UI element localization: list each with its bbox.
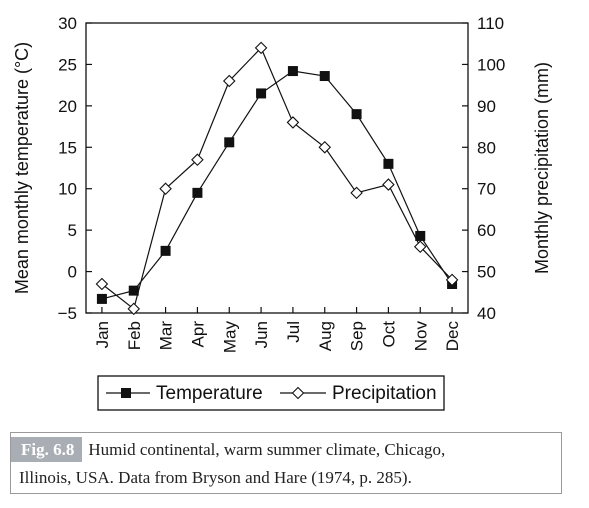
x-tick-label-feb: Feb bbox=[125, 321, 144, 350]
x-tick-label-dec: Dec bbox=[443, 321, 462, 352]
x-tick-label-jan: Jan bbox=[93, 321, 112, 348]
x-tick-label-may: May bbox=[220, 321, 239, 354]
left-tick-label: 10 bbox=[58, 180, 77, 199]
legend-marker-temperature bbox=[121, 388, 131, 398]
left-axis-ticks: −5 0 5 10 15 20 25 30 bbox=[58, 14, 92, 323]
series-line-precipitation bbox=[101, 46, 453, 310]
precipitation-point-dec bbox=[445, 273, 459, 287]
precipitation-point-mar bbox=[159, 182, 172, 195]
legend-marker-precipitation bbox=[291, 386, 305, 400]
right-tick-label: 70 bbox=[477, 180, 496, 199]
legend-label-temperature: Temperature bbox=[156, 383, 263, 404]
climate-chart: −5 0 5 10 15 20 25 30 40 50 60 70 80 90 100 110 Jan Feb… bbox=[12, 14, 552, 411]
temperature-point-jul bbox=[287, 66, 298, 77]
temperature-point-apr bbox=[192, 187, 203, 198]
plot-frame bbox=[85, 22, 469, 314]
left-tick-label: 5 bbox=[68, 221, 77, 240]
x-tick-label-aug: Aug bbox=[316, 321, 335, 351]
y-axis-label: Mean monthly temperature (°C) bbox=[12, 42, 32, 294]
right-tick-label: 90 bbox=[477, 97, 496, 116]
caption-line-2: Illinois, USA. Data from Bryson and Hare… bbox=[19, 468, 412, 487]
caption-text-1: Humid continental, warm summer climate, … bbox=[88, 440, 446, 459]
left-tick-label: 20 bbox=[58, 97, 77, 116]
precipitation-point-may bbox=[222, 74, 236, 88]
precipitation-point-nov bbox=[413, 240, 427, 253]
legend-swatch-temperature bbox=[106, 388, 150, 398]
x-tick-label-mar: Mar bbox=[157, 321, 176, 351]
right-tick-label: 80 bbox=[477, 138, 496, 157]
precipitation-point-jun bbox=[254, 41, 268, 55]
y2-axis-label: Monthly precipitation (mm) bbox=[532, 62, 552, 274]
series-layer bbox=[95, 41, 459, 316]
x-tick-label-nov: Nov bbox=[411, 321, 430, 352]
precipitation-point-jul bbox=[286, 116, 300, 129]
series-precipitation bbox=[95, 41, 459, 316]
temperature-point-aug bbox=[319, 71, 330, 82]
x-tick-label-jun: Jun bbox=[252, 321, 271, 348]
right-tick-label: 100 bbox=[477, 55, 505, 74]
temperature-point-mar bbox=[160, 245, 171, 256]
precipitation-point-apr bbox=[191, 153, 204, 166]
figure-caption: Fig. 6.8 Humid continental, warm summer c… bbox=[10, 432, 562, 494]
temperature-point-sep bbox=[351, 109, 362, 120]
legend-box bbox=[97, 375, 445, 411]
left-tick-label: 25 bbox=[58, 55, 77, 74]
caption-line-1: Fig. 6.8 Humid continental, warm summer c… bbox=[11, 437, 445, 462]
right-tick-label: 110 bbox=[477, 14, 504, 33]
right-tick-label: 60 bbox=[477, 221, 496, 240]
right-tick-label: 50 bbox=[477, 263, 496, 282]
series-temperature bbox=[96, 66, 458, 304]
precipitation-point-feb bbox=[127, 302, 141, 316]
precipitation-point-oct bbox=[382, 178, 395, 191]
temperature-point-nov bbox=[415, 230, 426, 241]
series-line-temperature bbox=[101, 70, 453, 300]
right-tick-label: 40 bbox=[477, 304, 496, 323]
x-tick-label-oct: Oct bbox=[379, 321, 398, 348]
legend-swatch-precipitation bbox=[280, 386, 326, 400]
x-axis-ticks: Jan Feb Mar Apr May Jun Jul Aug Sep Oct Nov Dec bbox=[93, 307, 462, 353]
x-tick-label-jul: Jul bbox=[284, 321, 303, 343]
left-tick-label: 0 bbox=[68, 263, 77, 282]
legend: Temperature Precipitation bbox=[97, 375, 445, 411]
precipitation-point-aug bbox=[318, 141, 332, 154]
legend-label-precipitation: Precipitation bbox=[332, 383, 437, 404]
x-tick-label-sep: Sep bbox=[348, 321, 367, 351]
precipitation-point-sep bbox=[350, 186, 363, 200]
temperature-point-jun bbox=[256, 88, 267, 99]
temperature-point-may bbox=[224, 137, 235, 148]
left-tick-label: −5 bbox=[58, 304, 77, 323]
temperature-point-feb bbox=[128, 285, 139, 296]
temperature-point-jan bbox=[96, 293, 107, 304]
precipitation-point-jan bbox=[95, 277, 109, 291]
right-axis-ticks: 40 50 60 70 80 90 100 110 bbox=[462, 14, 505, 323]
figure-label: Fig. 6.8 bbox=[11, 437, 83, 462]
temperature-point-oct bbox=[383, 158, 394, 169]
x-tick-label-apr: Apr bbox=[188, 321, 207, 348]
left-tick-label: 15 bbox=[58, 138, 77, 157]
left-tick-label: 30 bbox=[58, 14, 77, 33]
